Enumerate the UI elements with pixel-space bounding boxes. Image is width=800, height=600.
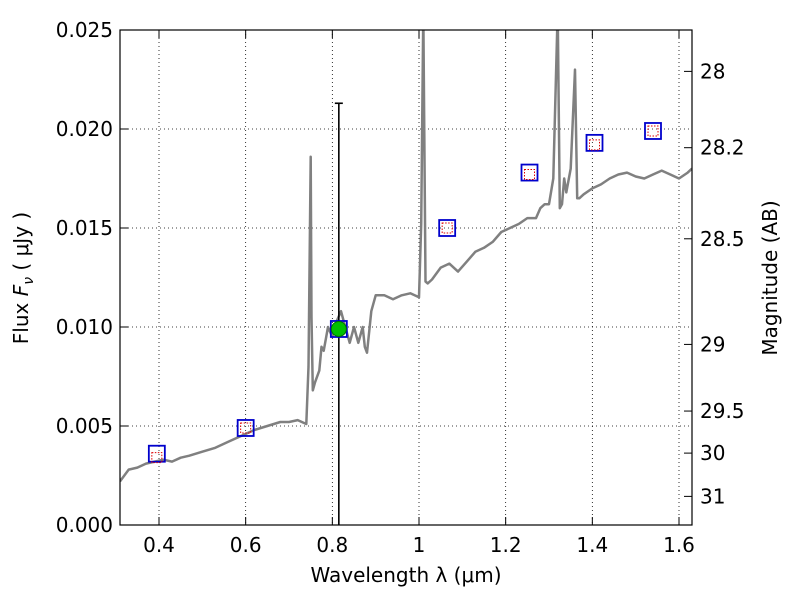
model-square <box>441 222 453 234</box>
y-tick-label: 0.000 <box>56 513 113 537</box>
y2-tick-label: 29 <box>700 332 725 356</box>
x-tick-label: 0.6 <box>230 533 262 557</box>
model-square <box>589 139 600 151</box>
photometry-square <box>520 163 539 182</box>
ticks: 0.4 0.6 0.8 1 1.2 1.4 1.6 0.000 0.005 0.010 0.015 0… <box>56 18 745 557</box>
y-axis-label: Flux Fν ( μJy ) <box>9 212 37 344</box>
model-square <box>240 422 252 434</box>
photometry-square <box>644 122 662 140</box>
series-layer <box>120 30 692 483</box>
y2-tick-label: 29.5 <box>700 399 745 423</box>
x-tick-label: 1.4 <box>576 533 608 557</box>
marker-layer <box>147 102 662 525</box>
y2-tick-label: 30 <box>700 441 725 465</box>
photometry-square <box>236 419 255 437</box>
y-tick-label: 0.025 <box>56 18 113 42</box>
highlight-point <box>330 320 347 337</box>
x-tick-label: 0.4 <box>143 533 175 557</box>
model-square <box>151 452 163 464</box>
plot-background <box>120 30 692 525</box>
plot-frame <box>119 29 693 526</box>
y-tick-label: 0.005 <box>56 414 113 438</box>
x-axis-label: Wavelength λ (μm) <box>310 563 501 587</box>
y2-tick-label: 28.2 <box>700 136 745 160</box>
y2-axis-label: Magnitude (AB) <box>758 200 782 355</box>
x-tick-label: 1.6 <box>663 533 695 557</box>
y-tick-label: 0.015 <box>56 216 113 240</box>
y2-tick-label: 28 <box>700 59 725 83</box>
y-tick-label: 0.020 <box>56 117 113 141</box>
x-tick-label: 1.2 <box>490 533 522 557</box>
photometry-square <box>585 133 604 152</box>
y2-tick-label: 28.5 <box>700 227 745 251</box>
x-tick-label: 1 <box>413 533 426 557</box>
x-tick-label: 0.8 <box>316 533 348 557</box>
model-square <box>524 169 535 181</box>
y-tick-label: 0.010 <box>56 315 113 339</box>
model-square <box>647 125 659 137</box>
photometry-square <box>438 219 457 237</box>
y2-tick-label: 31 <box>700 484 725 508</box>
photometry-square <box>147 444 166 463</box>
spectrum-line <box>120 30 692 483</box>
